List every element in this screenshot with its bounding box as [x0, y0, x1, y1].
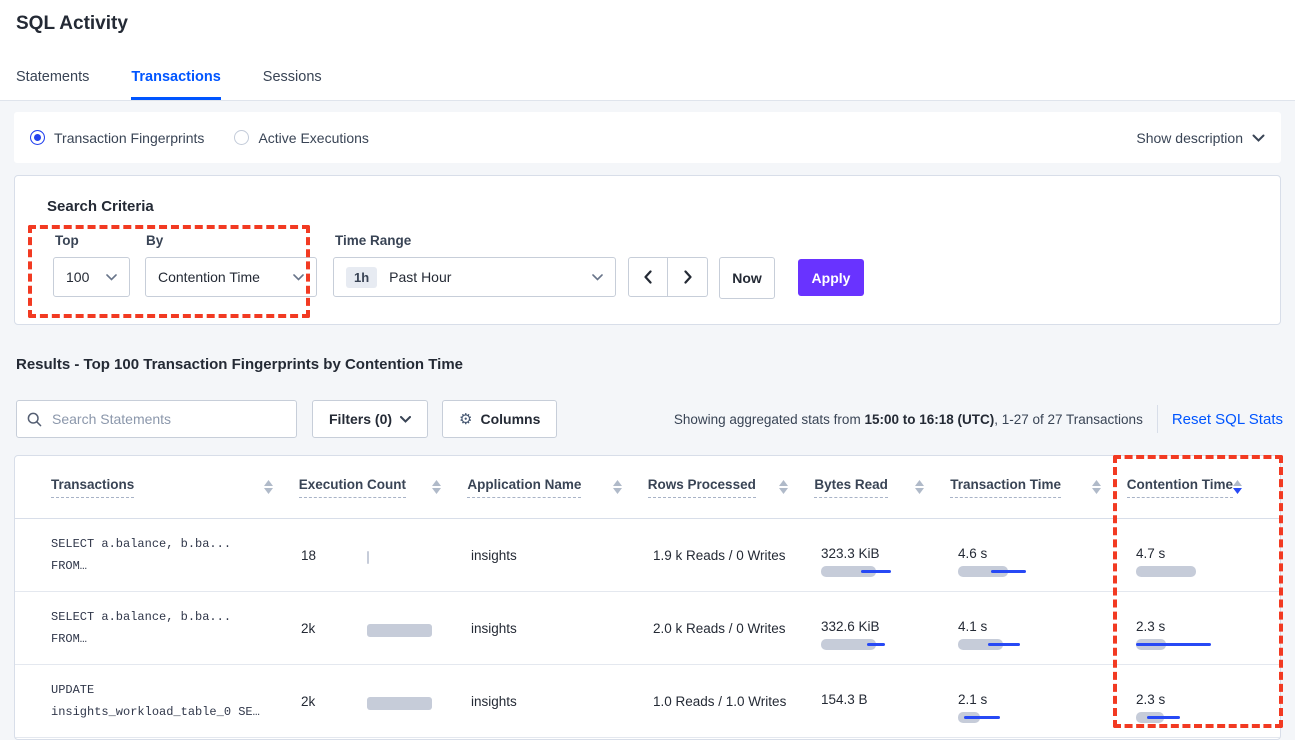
page-title: SQL Activity [16, 13, 128, 34]
contention-time-cell: 2.3 s [1136, 692, 1268, 723]
chevron-right-icon [683, 270, 692, 284]
time-range-label: Time Range [335, 233, 412, 248]
show-description-toggle[interactable]: Show description [1136, 130, 1265, 146]
execution-count-bar [367, 623, 471, 637]
tab-statements[interactable]: Statements [16, 69, 90, 85]
columns-label: Columns [480, 411, 541, 427]
time-nav-group [628, 257, 708, 297]
execution-count-cell: 2k [301, 620, 471, 637]
transactions-table: Transactions Execution Count Application… [14, 455, 1281, 740]
contention-time-cell: 4.7 s [1136, 546, 1268, 577]
column-header-contention-time[interactable]: Contention Time [1126, 477, 1268, 498]
transaction-time-cell: 2.1 s [958, 692, 1136, 723]
sort-icon[interactable] [612, 480, 622, 494]
execution-count-bar [367, 696, 471, 710]
radio-selected-icon[interactable] [30, 130, 45, 145]
bytes-read-cell: 154.3 B [821, 691, 868, 707]
radio-transaction-fingerprints[interactable]: Transaction Fingerprints [30, 130, 204, 146]
column-header-rows-processed[interactable]: Rows Processed [647, 477, 815, 498]
search-criteria-heading: Search Criteria [47, 198, 154, 215]
by-select[interactable]: Contention Time [145, 257, 317, 297]
filters-label: Filters (0) [329, 411, 393, 427]
chevron-down-icon [592, 273, 603, 281]
filters-button[interactable]: Filters (0) [312, 400, 429, 438]
chevron-left-icon [644, 270, 652, 284]
now-button[interactable]: Now [719, 257, 775, 299]
by-label: By [146, 233, 164, 248]
table-header-row: Transactions Execution Count Application… [15, 456, 1280, 519]
tab-bar: Statements Transactions Sessions [16, 69, 322, 100]
column-header-bytes-read[interactable]: Bytes Read [814, 477, 950, 498]
execution-count-bar [367, 550, 471, 564]
radio-label: Active Executions [258, 129, 369, 146]
column-header-transactions[interactable]: Transactions [51, 477, 299, 498]
next-time-button[interactable] [668, 257, 708, 297]
sort-icon[interactable] [263, 480, 273, 494]
chevron-down-icon [1252, 134, 1265, 142]
rows-processed-cell: 2.0 k Reads / 0 Writes [653, 620, 786, 636]
time-range-select[interactable]: 1h Past Hour [333, 257, 616, 297]
reset-sql-stats-link[interactable]: Reset SQL Stats [1171, 410, 1283, 428]
column-header-transaction-time[interactable]: Transaction Time [950, 477, 1126, 498]
transaction-statement-link[interactable]: UPDATE insights_workload_table_0 SE… [51, 683, 260, 719]
time-range-value: Past Hour [389, 269, 452, 285]
by-select-value: Contention Time [158, 269, 260, 285]
table-row[interactable]: SELECT a.balance, b.ba... FROM… 18 insig… [15, 519, 1280, 592]
time-range-badge: 1h [346, 266, 378, 288]
top-select-value: 100 [66, 269, 90, 285]
top-select[interactable]: 100 [53, 257, 130, 297]
column-header-application-name[interactable]: Application Name [467, 477, 647, 498]
search-statements-box[interactable] [16, 400, 297, 438]
bytes-read-cell: 332.6 KiB [821, 619, 958, 650]
sort-icon[interactable] [779, 480, 789, 494]
results-heading: Results - Top 100 Transaction Fingerprin… [16, 356, 464, 373]
previous-time-button[interactable] [628, 257, 668, 297]
rows-processed-cell: 1.9 k Reads / 0 Writes [653, 547, 786, 563]
sort-icon[interactable] [915, 480, 925, 494]
execution-count-cell: 18 [301, 547, 471, 564]
vertical-divider [1156, 405, 1158, 433]
contention-time-cell: 2.3 s [1136, 619, 1268, 650]
radio-active-executions[interactable]: Active Executions [234, 130, 369, 146]
tab-transactions[interactable]: Transactions [131, 69, 221, 100]
search-statements-input[interactable] [50, 410, 286, 428]
table-row[interactable]: SELECT a.balance, b.ba... FROM… 2k insig… [15, 592, 1280, 665]
transaction-statement-link[interactable]: SELECT a.balance, b.ba... FROM… [51, 610, 232, 646]
transaction-time-cell: 4.6 s [958, 546, 1136, 577]
aggregated-stats-text: Showing aggregated stats from 15:00 to 1… [673, 411, 1143, 427]
radio-unselected-icon[interactable] [234, 130, 250, 145]
tab-sessions[interactable]: Sessions [262, 69, 322, 85]
search-criteria-panel: Search Criteria Top 100 By Contention Ti… [14, 175, 1281, 325]
application-name-cell: insights [471, 620, 517, 636]
transaction-time-cell: 4.1 s [958, 619, 1136, 650]
application-name-cell: insights [471, 547, 517, 563]
transaction-statement-link[interactable]: SELECT a.balance, b.ba... FROM… [51, 537, 232, 573]
view-toggle-bar: Transaction Fingerprints Active Executio… [14, 112, 1281, 163]
gear-icon: ⚙ [459, 410, 473, 428]
table-row[interactable]: UPDATE insights_workload_table_0 SE… 2k … [15, 665, 1280, 738]
execution-count-cell: 2k [301, 693, 471, 710]
chevron-down-icon [293, 273, 304, 281]
stats-area: Showing aggregated stats from 15:00 to 1… [674, 405, 1283, 433]
results-controls: Filters (0) ⚙ Columns Showing aggregated… [16, 400, 1283, 438]
chevron-down-icon [106, 273, 117, 281]
show-description-label: Show description [1136, 129, 1243, 146]
top-label: Top [55, 233, 79, 248]
sort-icon[interactable] [1091, 480, 1101, 494]
application-name-cell: insights [471, 693, 517, 709]
search-icon [27, 412, 42, 426]
page-header: SQL Activity Statements Transactions Ses… [0, 0, 1295, 101]
column-header-execution-count[interactable]: Execution Count [298, 477, 468, 498]
sort-icon[interactable] [432, 480, 442, 494]
radio-label: Transaction Fingerprints [54, 129, 205, 146]
apply-button[interactable]: Apply [798, 259, 864, 296]
sort-icon-active-desc[interactable] [1233, 480, 1242, 494]
chevron-down-icon [400, 415, 412, 423]
rows-processed-cell: 1.0 Reads / 1.0 Writes [653, 693, 787, 709]
columns-button[interactable]: ⚙ Columns [442, 400, 558, 438]
bytes-read-cell: 323.3 KiB [821, 546, 958, 577]
